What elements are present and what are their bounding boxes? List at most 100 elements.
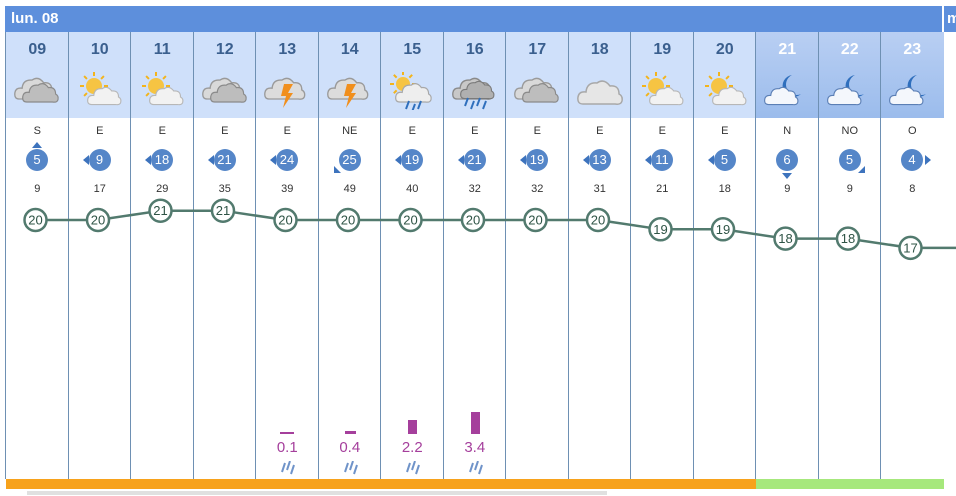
hour-header: 22 [818, 32, 881, 118]
day-indicator-bar [6, 479, 69, 489]
temperature-point: 21 [210, 198, 236, 223]
hour-header: 18 [568, 32, 631, 118]
day-indicator-bar [131, 479, 194, 489]
wind-gust: 35 [218, 183, 231, 195]
wind-gust: 32 [468, 183, 481, 195]
hour-column[interactable]: 13 E 24 39 0.1 [255, 32, 319, 489]
moon-cloud-icon [889, 72, 935, 110]
hour-column[interactable]: 17 E 19 32 [505, 32, 569, 489]
cloudy-icon [14, 72, 60, 110]
hour-header: 23 [881, 32, 944, 118]
wind-direction: E [721, 125, 729, 137]
temperature-point: 20 [585, 207, 611, 233]
rain-amount: 3.4 [464, 439, 486, 456]
wind-speed-badge: 5 [838, 149, 861, 171]
wind-arrow-left-icon [270, 155, 276, 165]
next-day-header[interactable]: m [942, 6, 956, 32]
scrollbar-thumb[interactable] [27, 491, 607, 495]
sun-cloud-icon [702, 72, 748, 110]
hourly-forecast-grid: 09 S 5 9 10 E 9 17 11 E 18 29 12 E 21 35 13 E 24 39 0.1 14 NE 2… [5, 32, 956, 496]
horizontal-scrollbar[interactable] [5, 490, 956, 496]
hour-header: 20 [693, 32, 756, 118]
hour-column[interactable]: 10 E 9 17 [67, 32, 131, 489]
wind-arrow-up-icon [32, 142, 42, 148]
hour-label: 23 [903, 41, 922, 58]
temperature-value: 18 [841, 231, 855, 246]
wind-speed-badge: 19 [401, 149, 423, 171]
wind-speed-badge: 6 [776, 149, 798, 171]
hour-label: 09 [28, 41, 47, 58]
rain-drops-icon [343, 460, 359, 475]
rain-drops-icon [468, 460, 484, 475]
wind-arrow-left-icon [645, 155, 651, 165]
wind-gust: 40 [406, 183, 419, 195]
hour-column[interactable]: 20 E 5 18 [692, 32, 756, 489]
hour-column[interactable]: 19 E 11 21 [630, 32, 694, 489]
day-indicator-bar [443, 479, 506, 489]
temperature-value: 20 [403, 213, 417, 228]
hour-label: 19 [653, 41, 672, 58]
hour-column[interactable]: 14 NE 25 49 0.4 [317, 32, 381, 489]
wind-direction: E [283, 125, 291, 137]
temperature-value: 18 [778, 231, 792, 246]
wind-arrow-left-icon [82, 155, 89, 165]
hour-column[interactable]: 11 E 18 29 [130, 32, 194, 489]
wind-direction: E [596, 125, 604, 137]
wind-arrow-left-icon [457, 155, 464, 165]
temperature-value: 21 [216, 203, 230, 218]
wind-gust: 49 [343, 183, 356, 195]
temperature-point: 18 [773, 226, 798, 251]
hour-label: 11 [153, 41, 171, 58]
rain-drops-icon [405, 460, 421, 475]
wind-speed-badge: 21 [213, 149, 236, 171]
wind-arrow-left-icon [582, 155, 589, 165]
hour-column[interactable]: 16 E 21 32 3.4 [442, 32, 506, 489]
hour-label: 17 [528, 41, 547, 58]
temperature-value: 20 [528, 213, 542, 228]
temperature-point: 20 [335, 207, 361, 233]
rain-amount: 0.1 [276, 439, 298, 456]
hour-column[interactable]: 22 NO 5 9 [817, 32, 881, 489]
day-header-bar: lun. 08 m [5, 6, 956, 32]
temperature-point: 21 [148, 198, 173, 223]
hour-column[interactable]: 18 E 13 31 [567, 32, 631, 489]
wind-direction: E [533, 125, 541, 137]
wind-speed-badge: 4 [901, 149, 923, 171]
hour-column[interactable]: 12 E 21 35 [192, 32, 256, 489]
temperature-point: 20 [273, 207, 298, 233]
hour-column[interactable]: 23 O 4 8 [880, 32, 944, 489]
hour-column[interactable]: 15 E 19 40 2.2 [380, 32, 444, 489]
temperature-value: 20 [591, 213, 605, 228]
cloudy-icon [514, 72, 560, 110]
wind-arrow-left-icon [207, 155, 214, 165]
wind-direction: E [408, 125, 416, 137]
rain-drops-icon [280, 460, 296, 475]
wind-speed-badge: 5 [713, 149, 736, 171]
wind-gust: 9 [34, 183, 41, 195]
wind-gust: 21 [656, 183, 669, 195]
hour-header: 17 [506, 32, 569, 118]
temperature-point: 17 [898, 235, 923, 261]
moon-cloud-icon [764, 72, 810, 110]
wind-arrow-right-icon [925, 155, 931, 165]
hour-label: 10 [90, 41, 109, 58]
heavy-rain-icon [451, 72, 498, 110]
temperature-line-chart: 20 20 21 21 20 20 20 20 20 20 19 19 18 18 17 [23, 198, 956, 261]
wind-gust: 9 [846, 183, 853, 195]
wind-speed-badge: 18 [151, 149, 173, 171]
day-indicator-bar [193, 479, 256, 489]
hour-header: 09 [6, 32, 69, 118]
wind-direction: O [907, 125, 917, 137]
rain-bar [280, 432, 294, 434]
night-indicator-bar [818, 479, 881, 489]
thunderstorm-icon [264, 72, 310, 110]
night-indicator-bar [756, 479, 819, 489]
temperature-point: 19 [648, 217, 673, 242]
temperature-point: 20 [85, 207, 111, 233]
hour-header: 11 [131, 32, 194, 118]
hour-header: 19 [631, 32, 694, 118]
day-indicator-bar [568, 479, 631, 489]
hour-label: 12 [215, 41, 234, 58]
hour-column[interactable]: 09 S 5 9 [5, 32, 69, 489]
hour-column[interactable]: 21 N 6 9 [755, 32, 819, 489]
